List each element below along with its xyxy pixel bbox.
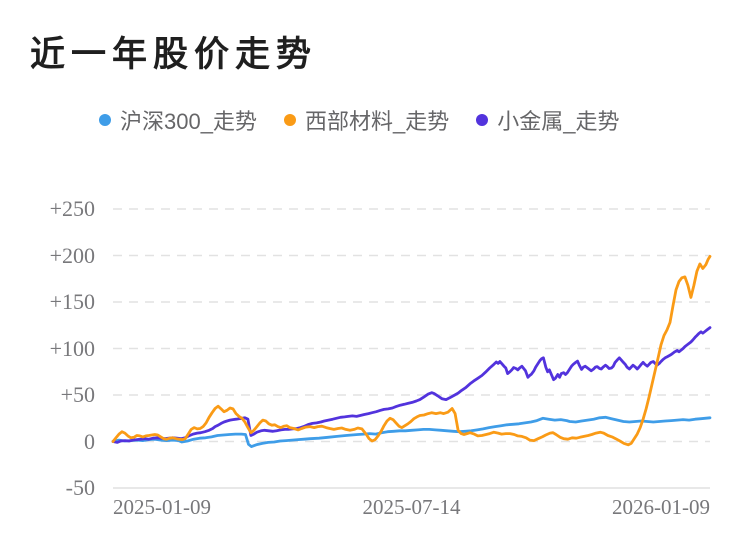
legend-item-3[interactable]: 小金属_走势 <box>476 104 619 136</box>
series-line-1 <box>111 415 712 449</box>
y-tick-label: 0 <box>84 428 95 454</box>
x-tick-label: 2025-01-09 <box>113 495 211 519</box>
legend-dot-icon <box>99 114 111 126</box>
legend: 沪深300_走势 西部材料_走势 小金属_走势 <box>99 104 619 136</box>
y-tick-label: +150 <box>49 289 95 314</box>
series-line-2 <box>111 254 712 447</box>
y-tick-label: +200 <box>49 242 95 268</box>
y-tick-label: +50 <box>60 382 95 407</box>
legend-dot-icon <box>283 114 296 126</box>
x-tick-label: 2025-07-14 <box>362 495 461 519</box>
y-tick-label: -50 <box>65 475 95 500</box>
legend-item-label: 小金属_走势 <box>497 109 620 134</box>
legend-item-2[interactable]: 西部材料_走势 <box>283 104 450 136</box>
chart-title: 近一年股价走势 <box>30 35 318 74</box>
legend-item-1[interactable]: 沪深300_走势 <box>99 104 257 136</box>
x-tick-label: 2026-01-09 <box>612 495 710 519</box>
legend-item-label: 沪深300_走势 <box>120 109 257 134</box>
y-tick-label: +100 <box>49 335 95 361</box>
legend-dot-icon <box>476 114 489 126</box>
y-tick-label: +250 <box>49 196 95 221</box>
legend-item-label: 西部材料_走势 <box>304 109 450 134</box>
